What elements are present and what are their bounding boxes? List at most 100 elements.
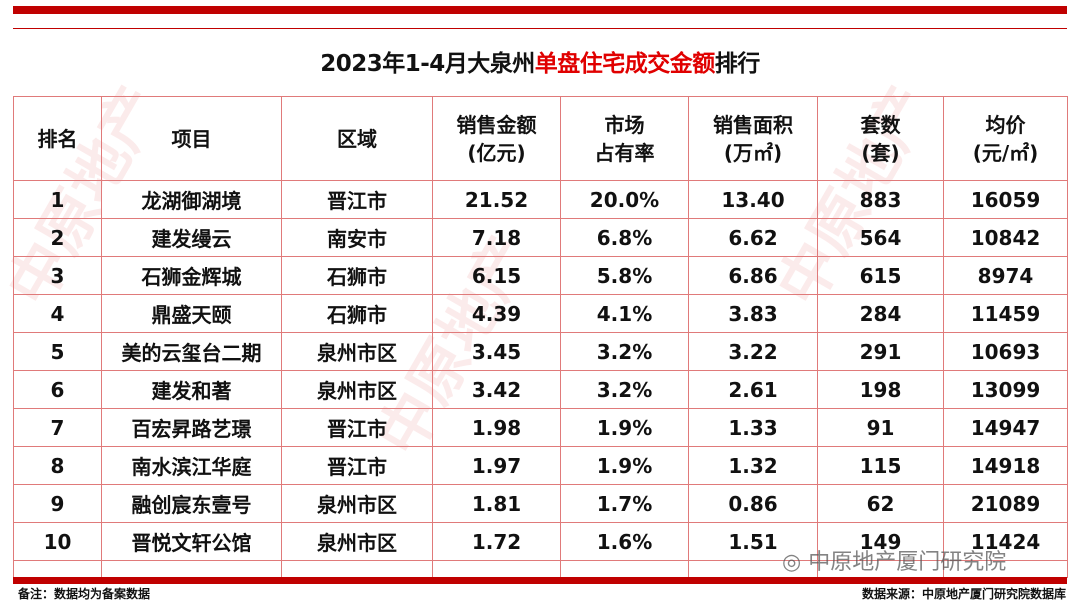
header-amount-l1: 销售金额 [456,112,537,137]
cell-area: 晋江市 [281,180,433,219]
table-row: 6 建发和著 泉州市区 3.42 3.2% 2.61 198 13099 [13,370,1068,409]
header-floor: 销售面积 (万㎡) [688,96,818,181]
top-red-bar [13,6,1067,14]
cell-share: 1.7% [560,484,689,523]
header-units: 套数 (套) [817,96,944,181]
cell-area: 泉州市区 [281,522,433,561]
header-share-l1: 市场 [604,112,645,137]
cell-share: 3.2% [560,370,689,409]
title-suffix: 排行 [714,51,761,77]
cell-amount: 7.18 [432,218,561,257]
cell-share: 5.8% [560,256,689,295]
header-floor-l1: 销售面积 [713,112,793,137]
table-row: 5 美的云玺台二期 泉州市区 3.45 3.2% 3.22 291 10693 [13,332,1068,371]
cell-area: 石狮市 [281,256,433,295]
cell-price: 11424 [943,522,1068,561]
cell-rank: 1 [13,180,102,219]
cell-project: 美的云玺台二期 [101,332,282,371]
table-row: 9 融创宸东壹号 泉州市区 1.81 1.7% 0.86 62 21089 [13,484,1068,523]
cell-units: 615 [817,256,944,295]
cell-floor: 1.33 [688,408,818,447]
header-share: 市场 占有率 [560,96,689,181]
cell-project: 晋悦文轩公馆 [101,522,282,561]
empty-cell [101,560,282,578]
empty-cell [432,560,561,578]
header-price-l1: 均价 [985,112,1026,137]
cell-area: 泉州市区 [281,370,433,409]
cell-price: 11459 [943,294,1068,333]
cell-amount: 1.98 [432,408,561,447]
cell-rank: 2 [13,218,102,257]
cell-units: 284 [817,294,944,333]
cell-share: 3.2% [560,332,689,371]
header-row: 排名 项目 区域 销售金额 (亿元) 市场 占有率 销售面积 (万㎡) 套数 (套) 均… [13,96,1068,181]
table-row: 3 石狮金辉城 石狮市 6.15 5.8% 6.86 615 8974 [13,256,1068,295]
cell-amount: 1.81 [432,484,561,523]
header-share-l2: 占有率 [594,140,655,165]
cell-area: 晋江市 [281,408,433,447]
cell-project: 南水滨江华庭 [101,446,282,485]
cell-floor: 3.83 [688,294,818,333]
table-row: 7 百宏昇路艺璟 晋江市 1.98 1.9% 1.33 91 14947 [13,408,1068,447]
cell-rank: 10 [13,522,102,561]
cell-price: 14947 [943,408,1068,447]
cell-amount: 1.72 [432,522,561,561]
cell-price: 21089 [943,484,1068,523]
header-floor-l2: (万㎡) [723,140,783,165]
table-row: 1 龙湖御湖境 晋江市 21.52 20.0% 13.40 883 16059 [13,180,1068,219]
cell-project: 百宏昇路艺璟 [101,408,282,447]
cell-area: 石狮市 [281,294,433,333]
cell-amount: 6.15 [432,256,561,295]
cell-project: 建发和著 [101,370,282,409]
page-title: 2023年1-4月大泉州单盘住宅成交金额排行 [0,44,1080,78]
wechat-watermark: ◎ 中原地产厦门研究院 [782,544,1006,576]
cell-price: 10842 [943,218,1068,257]
title-highlight: 单盘住宅成交金额 [534,51,716,77]
cell-share: 1.9% [560,446,689,485]
cell-floor: 6.62 [688,218,818,257]
table-row: 8 南水滨江华庭 晋江市 1.97 1.9% 1.32 115 14918 [13,446,1068,485]
header-units-l1: 套数 [860,112,901,137]
cell-area: 泉州市区 [281,484,433,523]
cell-rank: 9 [13,484,102,523]
cell-amount: 1.97 [432,446,561,485]
cell-floor: 0.86 [688,484,818,523]
empty-cell [281,560,433,578]
divider [13,28,1067,29]
cell-share: 1.9% [560,408,689,447]
wechat-label: 中原地产厦门研究院 [808,550,1007,575]
cell-amount: 4.39 [432,294,561,333]
cell-area: 晋江市 [281,446,433,485]
cell-units: 115 [817,446,944,485]
cell-project: 建发缦云 [101,218,282,257]
header-units-l2: (套) [861,140,900,165]
cell-project: 石狮金辉城 [101,256,282,295]
header-price-l2: (元/㎡) [972,140,1039,165]
cell-share: 20.0% [560,180,689,219]
cell-units: 291 [817,332,944,371]
cell-rank: 6 [13,370,102,409]
cell-floor: 1.32 [688,446,818,485]
cell-rank: 4 [13,294,102,333]
cell-rank: 7 [13,408,102,447]
cell-floor: 3.22 [688,332,818,371]
wechat-icon: ◎ [782,550,809,575]
cell-price: 13099 [943,370,1068,409]
cell-units: 564 [817,218,944,257]
cell-share: 6.8% [560,218,689,257]
cell-price: 14918 [943,446,1068,485]
title-prefix: 2023年1-4月大泉州 [320,51,535,77]
cell-project: 融创宸东壹号 [101,484,282,523]
footnote: 备注：数据均为备案数据 [18,587,151,601]
header-price: 均价 (元/㎡) [943,96,1068,181]
empty-cell [13,560,102,578]
cell-price: 10693 [943,332,1068,371]
cell-rank: 3 [13,256,102,295]
cell-share: 1.6% [560,522,689,561]
cell-amount: 3.42 [432,370,561,409]
cell-price: 16059 [943,180,1068,219]
cell-units: 62 [817,484,944,523]
cell-area: 泉州市区 [281,332,433,371]
cell-floor: 1.51 [688,522,818,561]
empty-cell [560,560,689,578]
